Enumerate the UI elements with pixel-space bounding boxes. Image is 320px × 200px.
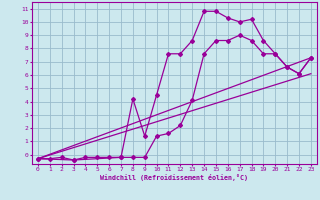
X-axis label: Windchill (Refroidissement éolien,°C): Windchill (Refroidissement éolien,°C) [100, 174, 248, 181]
